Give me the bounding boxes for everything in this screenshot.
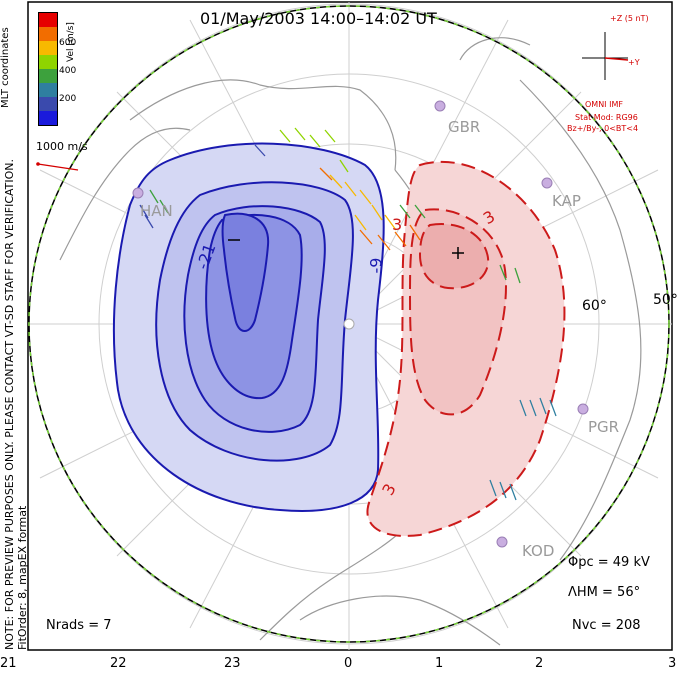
vector-count: Nvc = 208 [572,618,641,633]
map-title: 01/May/2003 14:00–14:02 UT [200,9,437,28]
station-label-han: HAN [140,202,173,220]
station-label-kap: KAP [552,192,581,210]
colorbar-segment [39,97,57,111]
radar-count: Nrads = 7 [46,618,112,633]
velocity-colorbar [38,12,58,126]
mlt-tick: 1 [435,656,444,671]
latitude-label-50: 50° [653,292,678,308]
velocity-vectors [139,127,557,501]
mlt-tick: 3 [668,656,677,671]
station-marker-kap [541,177,553,189]
scale-vector-line [37,163,79,171]
positive-cell [366,160,566,537]
colorbar-segment [39,27,57,41]
fit-order-label: FitOrder: 8, mapEX format [16,505,29,650]
mlt-tick: 23 [224,656,241,671]
colorbar-segment [39,55,57,69]
colorbar-label: Vel [m/s] [66,22,76,62]
colorbar-tick: 600 [59,38,77,48]
preview-note: NOTE: FOR PREVIEW PURPOSES ONLY. PLEASE … [3,158,16,650]
colorbar-segment [39,111,57,125]
colorbar-segment [39,69,57,83]
contour-label: 3 [392,215,403,234]
station-marker-kod [496,536,508,548]
mlt-tick: 21 [0,656,17,671]
colorbar-segment [39,83,57,97]
latitude-label-60: 60° [582,298,607,314]
imf-source: OMNI IMF [585,100,623,109]
colorbar-segment [39,41,57,55]
station-marker-han [132,187,144,199]
stat-mod-label: Stat Mod: RG96 [575,113,638,122]
colorbar-segment [39,13,57,27]
mlt-tick: 0 [344,656,353,671]
imf-vector [604,57,629,61]
imf-header: +Z (5 nT) [610,14,649,23]
station-label-gbr: GBR [448,118,481,136]
hm-boundary-latitude: ΛHM = 56° [568,585,641,600]
imf-y-label: +Y [628,58,640,67]
colorbar-tick: 400 [59,66,77,76]
station-marker-gbr [434,100,446,112]
imf-condition: Bz+/By-, 0<BT<4 [567,124,639,133]
station-label-pgr: PGR [588,418,620,436]
contour-label: -9 [366,257,386,274]
station-label-kod: KOD [522,542,555,560]
potential-max-marker [452,247,464,259]
mlt-tick: 2 [535,656,544,671]
station-marker-pgr [577,403,589,415]
scale-vector-label: 1000 m/s [36,140,88,153]
cross-polar-potential: Φpc = 49 kV [568,555,650,570]
colorbar-tick: 200 [59,94,77,104]
negative-cell [112,142,385,512]
plot-frame [27,1,673,651]
coordinates-label: MLT coordinates [0,27,11,108]
mlt-tick: 22 [110,656,127,671]
